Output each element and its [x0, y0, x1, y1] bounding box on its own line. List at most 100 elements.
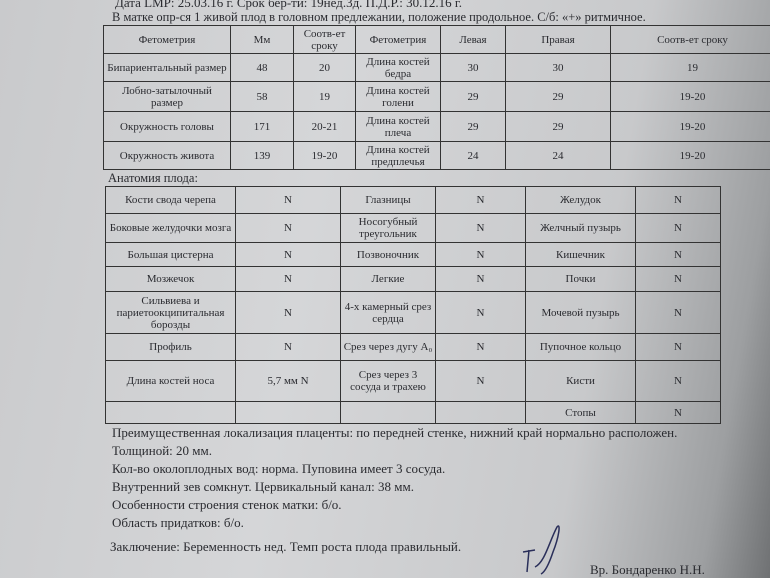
table-row: Стопы N [105, 401, 721, 424]
table-cell: 5,7 мм N [235, 360, 341, 402]
conclusion: Заключение: Беременность нед. Темп роста… [110, 539, 462, 554]
table-cell: N [235, 213, 341, 243]
table-cell: 4-х камерный срез сердца [340, 291, 436, 334]
note-line: Преимущественная локализация плаценты: п… [112, 425, 678, 440]
table-cell: 24 [505, 141, 611, 170]
table-cell: N [435, 333, 526, 361]
table-row: Окружность головы 171 20-21 Длина костей пл… [103, 111, 770, 142]
note-line: Кол-во околоплодных вод: норма. Пуповина… [112, 461, 446, 476]
table-cell: 139 [230, 141, 294, 170]
table-cell: N [635, 401, 721, 424]
table-row: Бипариентальный размер 48 20 Длина костей б… [103, 53, 770, 82]
table-cell: Пупочное кольцо [525, 333, 636, 361]
anatomy-title: Анатомия плода: [108, 171, 198, 185]
table-cell: Мозжечок [105, 266, 236, 292]
note-line: Область придатков: б/о. [112, 515, 244, 530]
table-cell: 24 [440, 141, 506, 170]
table-cell: N [635, 333, 721, 361]
table-cell [105, 401, 236, 424]
table-cell: Сильвиева и париетоокципитальная борозды [105, 291, 236, 334]
table-cell: N [435, 242, 526, 267]
column-header: Фетометрия [355, 25, 441, 54]
table-cell: 20 [293, 53, 356, 82]
table-row: Большая цистерна N Позвоночник N Кишечник N [105, 242, 721, 267]
table-cell: 19-20 [610, 81, 770, 112]
table-cell: Длина костей голени [355, 81, 441, 112]
table-cell: N [635, 242, 721, 267]
table-cell: Бипариентальный размер [103, 53, 231, 82]
table-cell: N [435, 291, 526, 334]
table-cell: N [635, 291, 721, 334]
table-row: Кости свода черепа N Глазницы N Желудок N [105, 186, 721, 214]
column-header: Левая [440, 25, 506, 54]
table-row: Окружность живота 139 19-20 Длина костей пр… [103, 141, 770, 170]
table-cell: 19-20 [610, 141, 770, 170]
table-cell: 29 [505, 81, 611, 112]
table-cell: N [235, 186, 341, 214]
table-cell: Стопы [525, 401, 636, 424]
table-cell: Окружность живота [103, 141, 231, 170]
table-row: Боковые желудочки мозга N Носогубный треуг… [105, 213, 721, 243]
table-cell: Кисти [525, 360, 636, 402]
table-cell: N [635, 266, 721, 292]
table-cell: N [435, 213, 526, 243]
fetometry-table: Фетометрия Мм Соотв-ет сроку Фетометрия Лева… [103, 25, 770, 170]
table-cell: 171 [230, 111, 294, 142]
lmp-line: Дата LMP: 25.03.16 г. Срок бер-ти: 19нед… [115, 0, 463, 10]
table-cell: N [235, 333, 341, 361]
column-header: Правая [505, 25, 611, 54]
table-cell: Носогубный треугольник [340, 213, 436, 243]
table-cell: 48 [230, 53, 294, 82]
table-cell: Большая цистерна [105, 242, 236, 267]
table-cell: N [435, 360, 526, 402]
table-row: Длина костей носа 5,7 мм N Срез через 3 со… [105, 360, 721, 402]
table-cell [235, 401, 341, 424]
table-cell: 20-21 [293, 111, 356, 142]
table-cell: 29 [440, 81, 506, 112]
table-cell: Почки [525, 266, 636, 292]
table-cell: 19-20 [610, 111, 770, 142]
table-row: Профиль N Срез через дугу A₀ N Пупочное коль… [105, 333, 721, 361]
table-cell: Желудок [525, 186, 636, 214]
table-cell: Срез через 3 сосуда и трахею [340, 360, 436, 402]
table-cell: Боковые желудочки мозга [105, 213, 236, 243]
table-cell: Позвоночник [340, 242, 436, 267]
table-cell: 19 [610, 53, 770, 82]
fetus-position-line: В матке опр-ся 1 живой плод в головном п… [112, 10, 646, 24]
column-header: Мм [230, 25, 294, 54]
signature [522, 525, 560, 575]
table-cell: 58 [230, 81, 294, 112]
table-cell: Кишечник [525, 242, 636, 267]
note-line: Внутренний зев сомкнут. Цервикальный кан… [112, 479, 414, 494]
table-cell: 29 [505, 111, 611, 142]
table-row: Мозжечок N Легкие N Почки N [105, 266, 721, 292]
table-cell: Длина костей носа [105, 360, 236, 402]
table-cell: 30 [505, 53, 611, 82]
note-line: Особенности строения стенок матки: б/о. [112, 497, 342, 512]
table-cell: Профиль [105, 333, 236, 361]
table-header-row: Фетометрия Мм Соотв-ет сроку Фетометрия Лева… [103, 25, 770, 54]
table-cell: N [635, 186, 721, 214]
table-cell: Легкие [340, 266, 436, 292]
table-cell: N [235, 242, 341, 267]
table-cell [340, 401, 436, 424]
table-cell: Желчный пузырь [525, 213, 636, 243]
table-cell: N [435, 266, 526, 292]
table-cell: N [435, 186, 526, 214]
column-header: Фетометрия [103, 25, 231, 54]
table-cell: Срез через дугу A₀ [340, 333, 436, 361]
table-cell: Глазницы [340, 186, 436, 214]
table-cell: Длина костей бедра [355, 53, 441, 82]
table-cell: 29 [440, 111, 506, 142]
column-header: Соотв-ет сроку [610, 25, 770, 54]
table-cell: Длина костей предплечья [355, 141, 441, 170]
anatomy-table: Кости свода черепа N Глазницы N Желудок N Боко… [105, 186, 721, 424]
table-row: Лобно-затылочный размер 58 19 Длина костей … [103, 81, 770, 112]
table-cell: 19-20 [293, 141, 356, 170]
table-cell: Длина костей плеча [355, 111, 441, 142]
table-cell: 30 [440, 53, 506, 82]
table-cell: Лобно-затылочный размер [103, 81, 231, 112]
note-line: Толщиной: 20 мм. [112, 443, 212, 458]
table-cell: Кости свода черепа [105, 186, 236, 214]
